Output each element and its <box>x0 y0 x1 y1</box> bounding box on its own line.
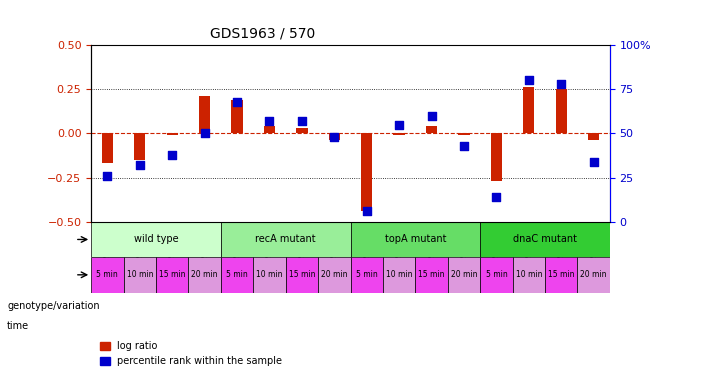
Text: 5 min: 5 min <box>226 270 248 279</box>
Bar <box>523 87 534 134</box>
Bar <box>393 134 404 135</box>
Text: wild type: wild type <box>134 234 178 244</box>
Text: 15 min: 15 min <box>289 270 315 279</box>
Text: recA mutant: recA mutant <box>255 234 316 244</box>
Point <box>102 173 113 179</box>
FancyBboxPatch shape <box>123 257 156 292</box>
FancyBboxPatch shape <box>350 257 383 292</box>
Text: 10 min: 10 min <box>126 270 153 279</box>
Bar <box>134 134 145 160</box>
FancyBboxPatch shape <box>480 222 610 257</box>
Text: 5 min: 5 min <box>486 270 508 279</box>
Text: 10 min: 10 min <box>256 270 283 279</box>
FancyBboxPatch shape <box>91 222 221 257</box>
Point <box>167 152 178 157</box>
Text: 5 min: 5 min <box>356 270 378 279</box>
FancyBboxPatch shape <box>480 257 512 292</box>
Point <box>329 134 340 140</box>
FancyBboxPatch shape <box>578 257 610 292</box>
Point <box>491 194 502 200</box>
Text: genotype/variation: genotype/variation <box>7 301 100 310</box>
Legend: log ratio, percentile rank within the sample: log ratio, percentile rank within the sa… <box>96 338 286 370</box>
Text: topA mutant: topA mutant <box>385 234 446 244</box>
Bar <box>167 134 178 135</box>
Text: 15 min: 15 min <box>548 270 575 279</box>
Bar <box>556 89 567 134</box>
Point <box>231 99 243 105</box>
FancyBboxPatch shape <box>318 257 350 292</box>
FancyBboxPatch shape <box>156 257 189 292</box>
FancyBboxPatch shape <box>91 257 123 292</box>
Point <box>134 162 145 168</box>
Point <box>588 159 599 165</box>
Point <box>361 208 372 214</box>
Bar <box>588 134 599 141</box>
Text: GDS1963 / 570: GDS1963 / 570 <box>210 26 315 40</box>
Text: 10 min: 10 min <box>386 270 412 279</box>
Point <box>199 130 210 136</box>
FancyBboxPatch shape <box>286 257 318 292</box>
Text: 15 min: 15 min <box>418 270 445 279</box>
FancyBboxPatch shape <box>448 257 480 292</box>
Text: 5 min: 5 min <box>97 270 118 279</box>
FancyBboxPatch shape <box>221 257 253 292</box>
Text: time: time <box>7 321 29 331</box>
Text: 20 min: 20 min <box>191 270 218 279</box>
Text: 15 min: 15 min <box>159 270 186 279</box>
Text: 10 min: 10 min <box>515 270 542 279</box>
FancyBboxPatch shape <box>350 222 480 257</box>
Bar <box>426 126 437 134</box>
Bar <box>264 126 275 134</box>
Bar <box>491 134 502 181</box>
Bar <box>231 100 243 134</box>
Text: 20 min: 20 min <box>451 270 477 279</box>
Text: 20 min: 20 min <box>580 270 607 279</box>
FancyBboxPatch shape <box>545 257 578 292</box>
Point <box>264 118 275 124</box>
Bar <box>199 96 210 134</box>
Text: 20 min: 20 min <box>321 270 348 279</box>
FancyBboxPatch shape <box>253 257 286 292</box>
Point <box>297 118 308 124</box>
Point <box>523 77 534 83</box>
FancyBboxPatch shape <box>383 257 415 292</box>
Text: dnaC mutant: dnaC mutant <box>513 234 577 244</box>
FancyBboxPatch shape <box>415 257 448 292</box>
Bar <box>329 134 340 141</box>
Bar <box>458 134 470 135</box>
FancyBboxPatch shape <box>189 257 221 292</box>
Bar <box>297 128 308 133</box>
Point <box>393 122 404 128</box>
Bar <box>361 134 372 211</box>
Point <box>556 81 567 87</box>
FancyBboxPatch shape <box>512 257 545 292</box>
Point <box>426 113 437 119</box>
FancyBboxPatch shape <box>221 222 350 257</box>
Point <box>458 143 470 149</box>
Bar <box>102 134 113 164</box>
